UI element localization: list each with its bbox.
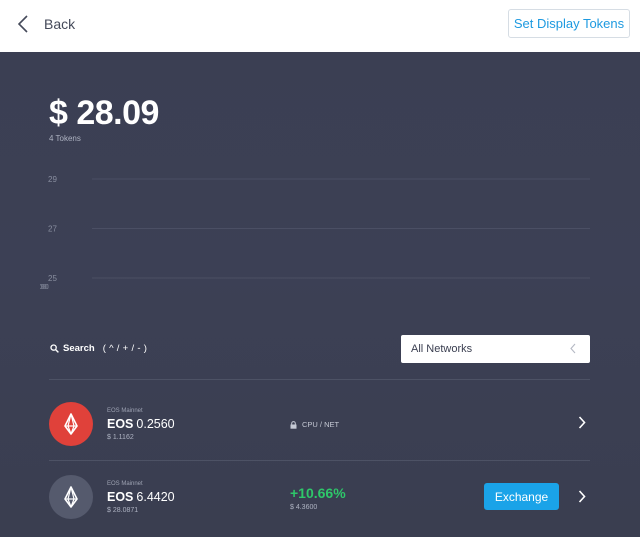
eos-logo-icon bbox=[64, 413, 78, 435]
top-bar: Back Set Display Tokens bbox=[0, 0, 640, 52]
x-tick-label: 9:00 bbox=[40, 284, 47, 291]
token-change-usd: $ 4.3600 bbox=[290, 504, 318, 511]
divider bbox=[49, 460, 590, 461]
search-button[interactable]: Search ( ^ / + / - ) bbox=[50, 343, 147, 354]
x-tick-label: 19:00 bbox=[40, 284, 49, 291]
network-select-value: All Networks bbox=[411, 343, 473, 355]
x-tick-label: 17:00 bbox=[40, 284, 49, 291]
token-amount: 0.2560 bbox=[136, 417, 175, 431]
tokens-count: 4 Tokens bbox=[49, 134, 81, 143]
x-tick-label: 7:00 bbox=[40, 284, 47, 291]
wallet-panel bbox=[0, 52, 640, 537]
token-usd-value: $ 28.0871 bbox=[107, 507, 139, 514]
cpu-net-label: CPU / NET bbox=[302, 420, 340, 429]
token-amount: 6.4420 bbox=[136, 490, 175, 504]
x-tick-label: 15:00 bbox=[40, 284, 49, 291]
y-tick-label: 25 bbox=[48, 274, 57, 283]
balance-chart: 29 27 2519:0021:0023:001:003:005:007:009:0… bbox=[40, 160, 590, 291]
token-row[interactable]: EOS Mainnet EOS 0.2560 $ 1.1162 CPU / NET bbox=[0, 388, 640, 458]
token-row[interactable]: EOS Mainnet EOS 6.4420 $ 28.0871 +10.66% … bbox=[0, 466, 640, 536]
portfolio-total: $ 28.09 bbox=[49, 94, 159, 132]
search-icon bbox=[50, 344, 59, 353]
token-network: EOS Mainnet bbox=[107, 481, 143, 487]
lock-icon bbox=[290, 420, 297, 429]
divider bbox=[49, 379, 590, 380]
token-change-percent: +10.66% bbox=[290, 485, 346, 501]
search-shortcut-hint: ( ^ / + / - ) bbox=[102, 343, 148, 354]
x-tick-label: 13:00 bbox=[40, 284, 49, 291]
x-tick-label: 21:00 bbox=[40, 284, 49, 291]
search-label: Search bbox=[63, 343, 95, 354]
x-tick-label: 11:00 bbox=[40, 284, 49, 291]
eos-token-icon bbox=[49, 475, 93, 519]
eos-token-icon bbox=[49, 402, 93, 446]
set-display-tokens-button[interactable]: Set Display Tokens bbox=[508, 9, 630, 38]
token-balance: EOS 0.2560 bbox=[107, 417, 175, 431]
chevron-right-icon[interactable] bbox=[578, 416, 586, 429]
token-balance: EOS 6.4420 bbox=[107, 490, 175, 504]
token-symbol: EOS bbox=[107, 417, 134, 431]
token-symbol: EOS bbox=[107, 490, 134, 504]
chevron-right-icon[interactable] bbox=[578, 490, 586, 503]
y-tick-label: 27 bbox=[48, 225, 57, 234]
token-network: EOS Mainnet bbox=[107, 408, 143, 414]
token-usd-value: $ 1.1162 bbox=[107, 434, 134, 441]
back-button[interactable]: Back bbox=[18, 12, 75, 36]
x-tick-label: 1:00 bbox=[40, 284, 47, 291]
network-select[interactable]: All Networks bbox=[401, 335, 590, 363]
x-tick-label: 23:00 bbox=[40, 284, 49, 291]
x-tick-label: 5:00 bbox=[40, 284, 47, 291]
eos-logo-icon bbox=[64, 486, 78, 508]
back-label: Back bbox=[44, 16, 76, 32]
chevron-left-icon bbox=[570, 343, 576, 354]
y-tick-label: 29 bbox=[48, 175, 57, 184]
cpu-net-link[interactable]: CPU / NET bbox=[290, 420, 339, 429]
x-tick-label: 3:00 bbox=[40, 284, 47, 291]
exchange-button[interactable]: Exchange bbox=[484, 483, 559, 510]
chevron-left-icon bbox=[18, 15, 28, 33]
